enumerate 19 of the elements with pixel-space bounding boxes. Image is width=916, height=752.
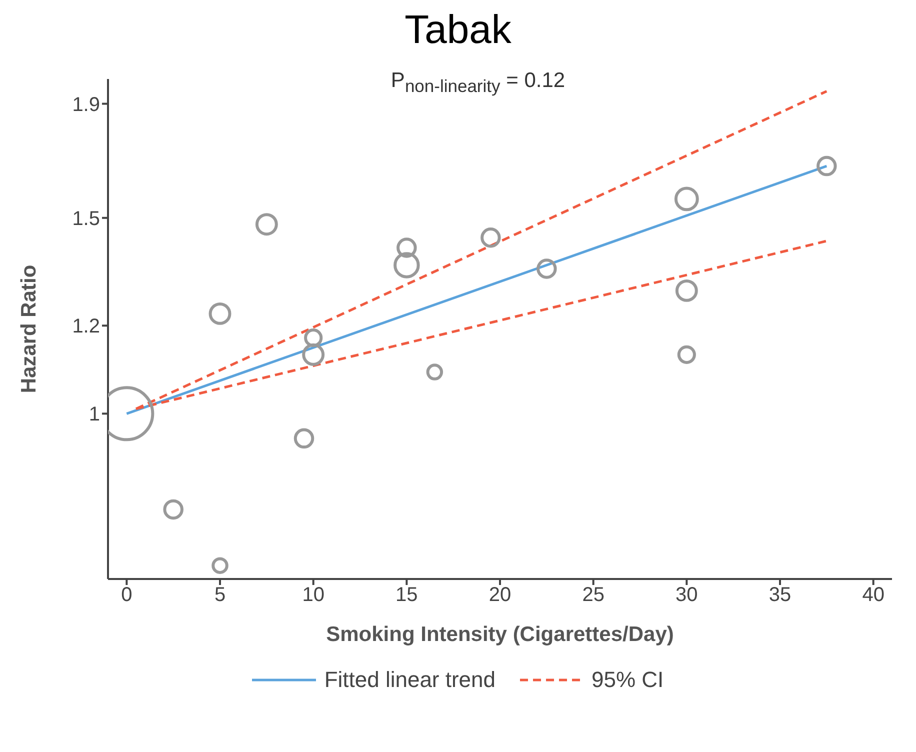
legend-label: Fitted linear trend — [324, 667, 496, 693]
x-tick-label: 15 — [396, 584, 418, 606]
x-tick-label: 30 — [676, 584, 698, 606]
y-tick-label: 1.2 — [72, 316, 100, 338]
x-tick-label: 10 — [302, 584, 324, 606]
y-axis-title: Hazard Ratio — [17, 264, 40, 394]
y-tick-label: 1 — [88, 404, 100, 426]
x-axis-title: Smoking Intensity (Cigarettes/Day) — [326, 623, 674, 646]
x-tick-label: 35 — [768, 584, 792, 606]
x-tick-label: 20 — [488, 584, 512, 606]
x-tick-label: 5 — [214, 584, 226, 606]
legend-label: 95% CI — [592, 667, 664, 693]
annotation: P$_{non-linearity}$ = 0.12 — [390, 69, 566, 96]
x-tick-label: 25 — [582, 584, 604, 606]
x-tick-label: 40 — [862, 584, 884, 606]
y-tick-label: 1.9 — [72, 94, 100, 116]
x-tick-label: 0 — [121, 584, 132, 606]
y-tick-label: 1.5 — [72, 208, 100, 230]
chart-title: Tabak — [404, 8, 512, 53]
